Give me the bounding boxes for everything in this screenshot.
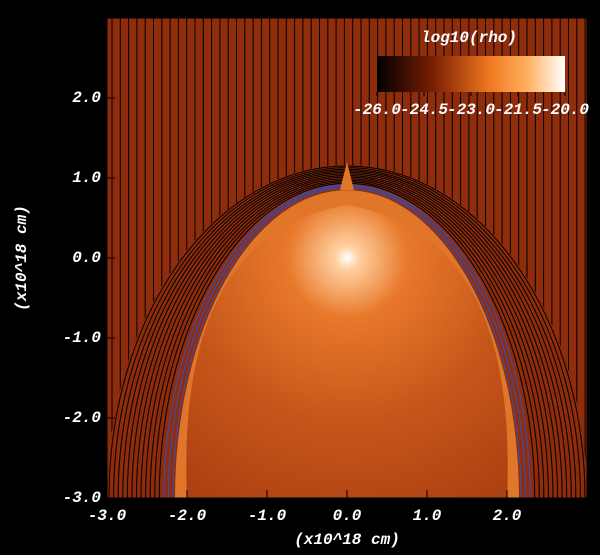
y-axis-label: (x10^18 cm) bbox=[13, 205, 31, 311]
x-tick-label: 2.0 bbox=[493, 507, 522, 525]
y-tick-label: 2.0 bbox=[72, 89, 101, 107]
colorbar-tick-label: -20.0 bbox=[541, 101, 589, 119]
x-axis-label: (x10^18 cm) bbox=[294, 531, 400, 549]
y-tick-label: -1.0 bbox=[63, 329, 102, 347]
colorbar-tick-label: -26.0 bbox=[353, 101, 401, 119]
colorbar-tick-label: -23.0 bbox=[447, 101, 495, 119]
x-tick-label: 0.0 bbox=[333, 507, 362, 525]
colorbar-tick-label: -24.5 bbox=[400, 101, 448, 119]
density-image bbox=[107, 18, 587, 498]
x-tick-label: -1.0 bbox=[248, 507, 287, 525]
y-tick-label: -2.0 bbox=[63, 409, 102, 427]
y-tick-label: 0.0 bbox=[72, 249, 101, 267]
colorbar-tick-label: -21.5 bbox=[494, 101, 542, 119]
y-tick-label: 1.0 bbox=[72, 169, 101, 187]
colorbar-title: log10(rho) bbox=[421, 29, 517, 47]
y-tick-label: -3.0 bbox=[63, 489, 102, 507]
colorbar bbox=[377, 56, 565, 92]
x-tick-label: 1.0 bbox=[413, 507, 442, 525]
x-tick-label: -3.0 bbox=[88, 507, 127, 525]
x-tick-label: -2.0 bbox=[168, 507, 207, 525]
